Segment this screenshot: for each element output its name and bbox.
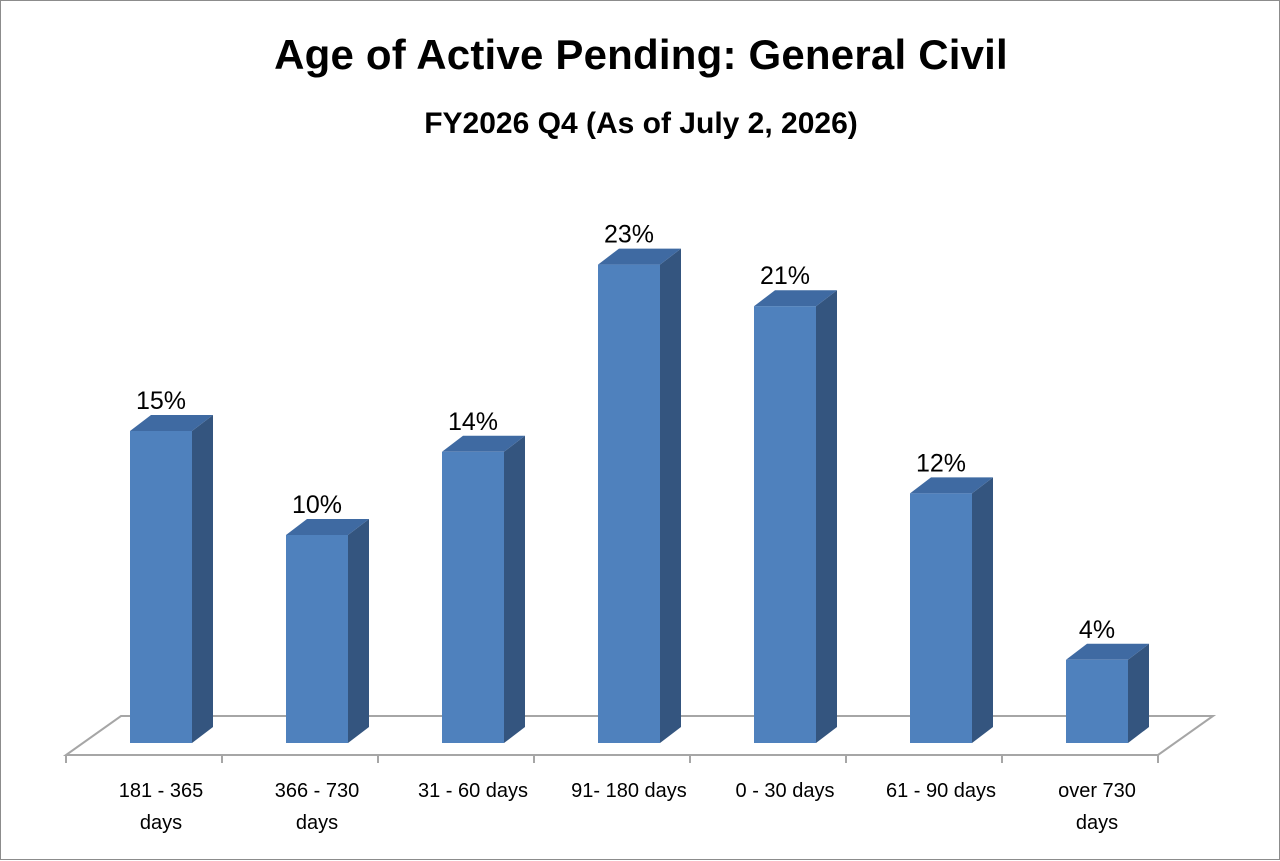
bar-top-face bbox=[1066, 643, 1149, 660]
bar-top-face bbox=[598, 248, 681, 265]
chart-title: Age of Active Pending: General Civil bbox=[274, 31, 1008, 78]
bar-side-face bbox=[504, 435, 525, 743]
data-label: 12% bbox=[916, 449, 966, 477]
x-tick-label-line: 91- 180 days bbox=[571, 780, 687, 802]
x-axis-ticks bbox=[65, 755, 1159, 763]
x-tick-label-line: 31 - 60 days bbox=[418, 780, 528, 802]
x-tick-label: 91- 180 days bbox=[571, 780, 687, 802]
bar-front-face bbox=[286, 535, 348, 743]
bar-series bbox=[130, 248, 1149, 743]
data-label: 15% bbox=[136, 387, 186, 415]
bar-top-face bbox=[910, 477, 993, 494]
bar-front-face bbox=[598, 264, 660, 743]
x-tick-label-line: over 730 bbox=[1058, 780, 1136, 802]
data-label: 23% bbox=[604, 221, 654, 249]
bar bbox=[754, 290, 837, 743]
bar bbox=[130, 415, 213, 743]
bar-side-face bbox=[1128, 643, 1149, 743]
x-tick-label-line: 366 - 730 bbox=[275, 780, 360, 802]
bar-top-face bbox=[442, 435, 525, 452]
bar-top-face bbox=[130, 415, 213, 431]
x-tick-label-line: days bbox=[296, 812, 338, 834]
bar-front-face bbox=[442, 451, 504, 743]
bar bbox=[442, 435, 525, 743]
data-label: 4% bbox=[1079, 616, 1115, 644]
x-tick-label: over 730 days bbox=[1058, 780, 1136, 834]
x-tick-label: 61 - 90 days bbox=[886, 780, 996, 802]
data-label: 10% bbox=[292, 491, 342, 519]
bar-side-face bbox=[660, 248, 681, 743]
bar-front-face bbox=[1066, 659, 1128, 743]
x-tick-label: 181 - 365 days bbox=[119, 780, 204, 834]
x-tick-label-line: 181 - 365 bbox=[119, 780, 204, 802]
bar-side-face bbox=[192, 415, 213, 743]
bar bbox=[598, 248, 681, 743]
bar-top-face bbox=[286, 519, 369, 535]
data-label: 21% bbox=[760, 262, 810, 290]
data-label: 14% bbox=[448, 408, 498, 436]
bar bbox=[286, 519, 369, 743]
bar-front-face bbox=[910, 493, 972, 743]
bar bbox=[910, 477, 993, 743]
x-tick-label-line: days bbox=[1076, 812, 1118, 834]
x-tick-label-line: 61 - 90 days bbox=[886, 780, 996, 802]
bar-front-face bbox=[754, 306, 816, 743]
bar-top-face bbox=[754, 290, 837, 307]
bar-front-face bbox=[130, 431, 192, 743]
x-tick-label-line: days bbox=[140, 812, 182, 834]
x-tick-label: 366 - 730 days bbox=[275, 780, 360, 834]
x-tick-label: 31 - 60 days bbox=[418, 780, 528, 802]
bar-side-face bbox=[348, 519, 369, 743]
x-tick-label: 0 - 30 days bbox=[736, 780, 835, 802]
bar-side-face bbox=[972, 477, 993, 743]
chart-subtitle: FY2026 Q4 (As of July 2, 2026) bbox=[424, 107, 858, 140]
bar bbox=[1066, 643, 1149, 743]
bar-side-face bbox=[816, 290, 837, 743]
x-tick-label-line: 0 - 30 days bbox=[736, 780, 835, 802]
